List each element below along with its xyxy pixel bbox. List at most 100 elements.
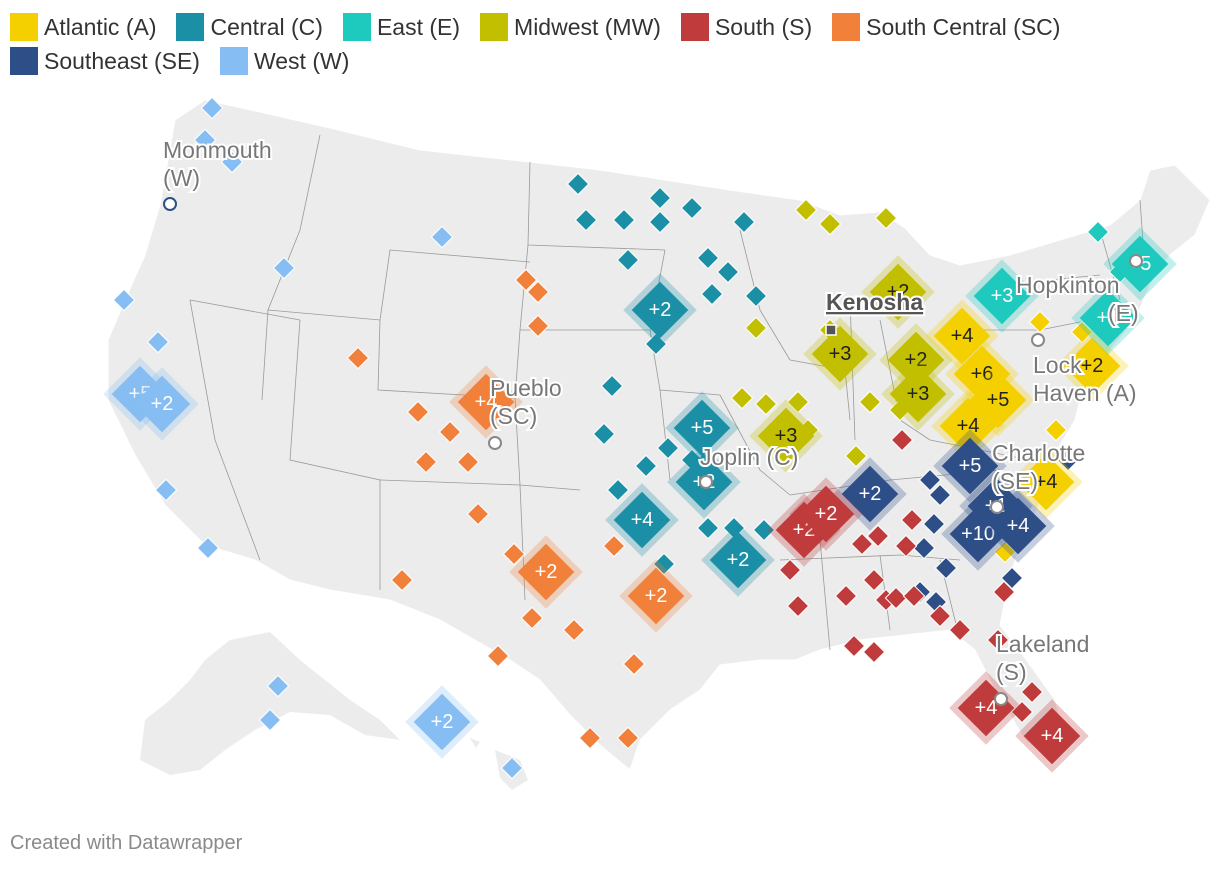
location-marker-w-6[interactable] xyxy=(196,536,220,560)
cluster-marker-mw-14[interactable]: +2 xyxy=(879,323,953,397)
location-marker-c-8[interactable] xyxy=(696,246,720,270)
location-marker-c-12[interactable] xyxy=(644,332,668,356)
location-marker-c-13[interactable] xyxy=(600,374,624,398)
cluster-marker-w-1[interactable]: +2 xyxy=(125,367,199,441)
cluster-marker-se-26[interactable]: +5 xyxy=(933,429,1007,503)
location-marker-c-4[interactable] xyxy=(680,196,704,220)
location-marker-a-2[interactable] xyxy=(1044,418,1068,442)
location-marker-sc-5[interactable] xyxy=(438,420,462,444)
location-marker-c-14[interactable] xyxy=(592,422,616,446)
legend-item-east[interactable]: East (E) xyxy=(342,13,460,41)
location-marker-sc-8[interactable] xyxy=(466,502,490,526)
location-marker-sc-1[interactable] xyxy=(526,280,550,304)
location-marker-se-3[interactable] xyxy=(912,536,936,560)
location-marker-c-11[interactable] xyxy=(744,284,768,308)
cluster-marker-se-28[interactable]: +10 xyxy=(941,497,1015,571)
legend-item-central[interactable]: Central (C) xyxy=(176,13,323,41)
location-marker-w-5[interactable] xyxy=(154,478,178,502)
location-marker-w-7[interactable] xyxy=(272,256,296,280)
cluster-marker-a-19[interactable]: +4 xyxy=(931,389,1005,463)
cluster-marker-s-31[interactable]: +2 xyxy=(789,477,863,551)
location-marker-se-5[interactable] xyxy=(1000,566,1024,590)
location-marker-a-1[interactable] xyxy=(1070,320,1094,344)
location-marker-sc-4[interactable] xyxy=(406,400,430,424)
location-marker-c-6[interactable] xyxy=(732,210,756,234)
location-marker-s-19[interactable] xyxy=(1010,700,1034,724)
location-marker-w-4[interactable] xyxy=(146,330,170,354)
location-marker-s-6[interactable] xyxy=(786,594,810,618)
location-marker-c-3[interactable] xyxy=(648,186,672,210)
location-marker-s-5[interactable] xyxy=(778,558,802,582)
cluster-marker-e-24[interactable]: +1 xyxy=(1071,281,1145,355)
location-marker-mw-1[interactable] xyxy=(818,212,842,236)
location-marker-sc-11[interactable] xyxy=(520,606,544,630)
legend-item-south-central[interactable]: South Central (SC) xyxy=(832,13,1060,41)
location-marker-s-4[interactable] xyxy=(894,534,918,558)
location-marker-sc-13[interactable] xyxy=(486,644,510,668)
cluster-marker-sc-4[interactable]: +2 xyxy=(509,535,583,609)
location-marker-w-3[interactable] xyxy=(112,288,136,312)
location-marker-s-3[interactable] xyxy=(866,524,890,548)
location-marker-c-2[interactable] xyxy=(612,208,636,232)
cluster-marker-mw-12[interactable]: +3 xyxy=(749,399,823,473)
location-marker-c-7[interactable] xyxy=(616,248,640,272)
location-marker-w-2[interactable] xyxy=(220,150,244,174)
datawrapper-credit[interactable]: Created with Datawrapper xyxy=(10,832,243,854)
location-marker-s-10[interactable] xyxy=(884,586,908,610)
location-marker-c-15[interactable] xyxy=(634,454,658,478)
location-marker-se-4[interactable] xyxy=(934,556,958,580)
location-marker-s-15[interactable] xyxy=(842,634,866,658)
location-marker-c-19[interactable] xyxy=(696,516,720,540)
location-marker-mw-2[interactable] xyxy=(874,206,898,230)
location-marker-c-18[interactable] xyxy=(656,436,680,460)
location-marker-w-1[interactable] xyxy=(193,128,217,152)
location-marker-s-12[interactable] xyxy=(928,604,952,628)
legend-item-atlantic[interactable]: Atlantic (A) xyxy=(10,13,156,41)
cluster-marker-c-7[interactable]: +5 xyxy=(665,391,739,465)
cluster-marker-a-21[interactable]: +2 xyxy=(1055,329,1129,403)
location-marker-mw-9[interactable] xyxy=(844,444,868,468)
location-marker-sc-0[interactable] xyxy=(514,268,538,292)
location-marker-se-0[interactable] xyxy=(918,468,942,492)
location-marker-mw-3[interactable] xyxy=(744,316,768,340)
location-marker-c-5[interactable] xyxy=(648,210,672,234)
cluster-marker-c-6[interactable]: +2 xyxy=(623,273,697,347)
location-marker-s-18[interactable] xyxy=(1020,680,1044,704)
location-marker-sc-16[interactable] xyxy=(616,726,640,750)
location-marker-c-22[interactable] xyxy=(652,552,676,576)
location-marker-se-1[interactable] xyxy=(928,483,952,507)
location-marker-sc-9[interactable] xyxy=(390,568,414,592)
location-marker-s-0[interactable] xyxy=(890,428,914,452)
location-marker-e-0[interactable] xyxy=(1086,220,1110,244)
location-marker-s-11[interactable] xyxy=(902,584,926,608)
cluster-marker-c-10[interactable]: +2 xyxy=(701,523,775,597)
location-marker-s-8[interactable] xyxy=(862,568,886,592)
location-marker-sc-7[interactable] xyxy=(456,450,480,474)
location-marker-a-0[interactable] xyxy=(1028,310,1052,334)
location-marker-sc-10[interactable] xyxy=(502,542,526,566)
cluster-marker-mw-11[interactable]: +3 xyxy=(803,317,877,391)
cluster-marker-w-2[interactable]: +2 xyxy=(405,685,479,759)
cluster-marker-a-20[interactable]: +4 xyxy=(1009,445,1083,519)
cluster-marker-s-33[interactable]: +4 xyxy=(1015,699,1089,773)
location-marker-s-16[interactable] xyxy=(862,640,886,664)
legend-item-south[interactable]: South (S) xyxy=(680,13,812,41)
location-marker-s-17[interactable] xyxy=(986,628,1010,652)
location-marker-mw-4[interactable] xyxy=(730,386,754,410)
location-marker-w-10[interactable] xyxy=(258,708,282,732)
location-marker-s-14[interactable] xyxy=(992,580,1016,604)
location-marker-sc-2[interactable] xyxy=(526,314,550,338)
location-marker-c-9[interactable] xyxy=(716,260,740,284)
cluster-marker-sc-3[interactable]: +4 xyxy=(449,365,523,439)
legend-item-southeast[interactable]: Southeast (SE) xyxy=(10,47,200,75)
location-marker-sc-14[interactable] xyxy=(622,652,646,676)
location-marker-w-0[interactable] xyxy=(200,96,224,120)
location-marker-se-2[interactable] xyxy=(922,512,946,536)
location-marker-c-1[interactable] xyxy=(574,208,598,232)
location-marker-w-8[interactable] xyxy=(430,225,454,249)
legend-item-midwest[interactable]: Midwest (MW) xyxy=(480,13,661,41)
cluster-marker-c-9[interactable]: +4 xyxy=(605,483,679,557)
cluster-marker-mw-15[interactable]: +3 xyxy=(881,357,955,431)
location-marker-sc-17[interactable] xyxy=(602,534,626,558)
location-marker-s-1[interactable] xyxy=(900,508,924,532)
